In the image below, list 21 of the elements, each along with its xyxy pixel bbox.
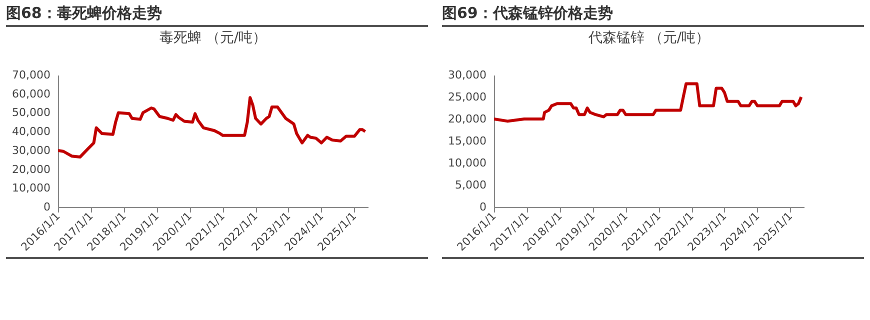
line-series (494, 82, 803, 123)
y-tick-label: 20,000 (448, 112, 486, 126)
y-tick-label: 0 (480, 200, 486, 214)
line-series (58, 96, 367, 159)
y-tick-label: 60,000 (12, 87, 50, 100)
y-tick-label: 0 (44, 200, 50, 214)
y-tick-label: 40,000 (12, 125, 50, 138)
y-tick-label: 15,000 (448, 134, 486, 148)
y-tick-label: 20,000 (12, 162, 50, 176)
y-tick-label: 10,000 (448, 156, 486, 170)
y-tick-label: 25,000 (448, 90, 486, 104)
y-tick-label: 50,000 (12, 106, 50, 120)
chart-subtitle: 毒死蜱 （元/吨） (159, 30, 267, 46)
y-tick-label: 5,000 (455, 178, 486, 192)
chart-title: 图68：毒死蜱价格走势 (6, 4, 428, 27)
y-tick-label: 70,000 (12, 68, 50, 82)
chart-title: 图69：代森锰锌价格走势 (442, 4, 864, 27)
y-tick-label: 30,000 (12, 144, 50, 157)
y-tick-label: 30,000 (448, 68, 486, 82)
chart-subtitle: 代森锰锌 （元/吨） (587, 30, 710, 46)
y-tick-label: 10,000 (12, 182, 50, 195)
